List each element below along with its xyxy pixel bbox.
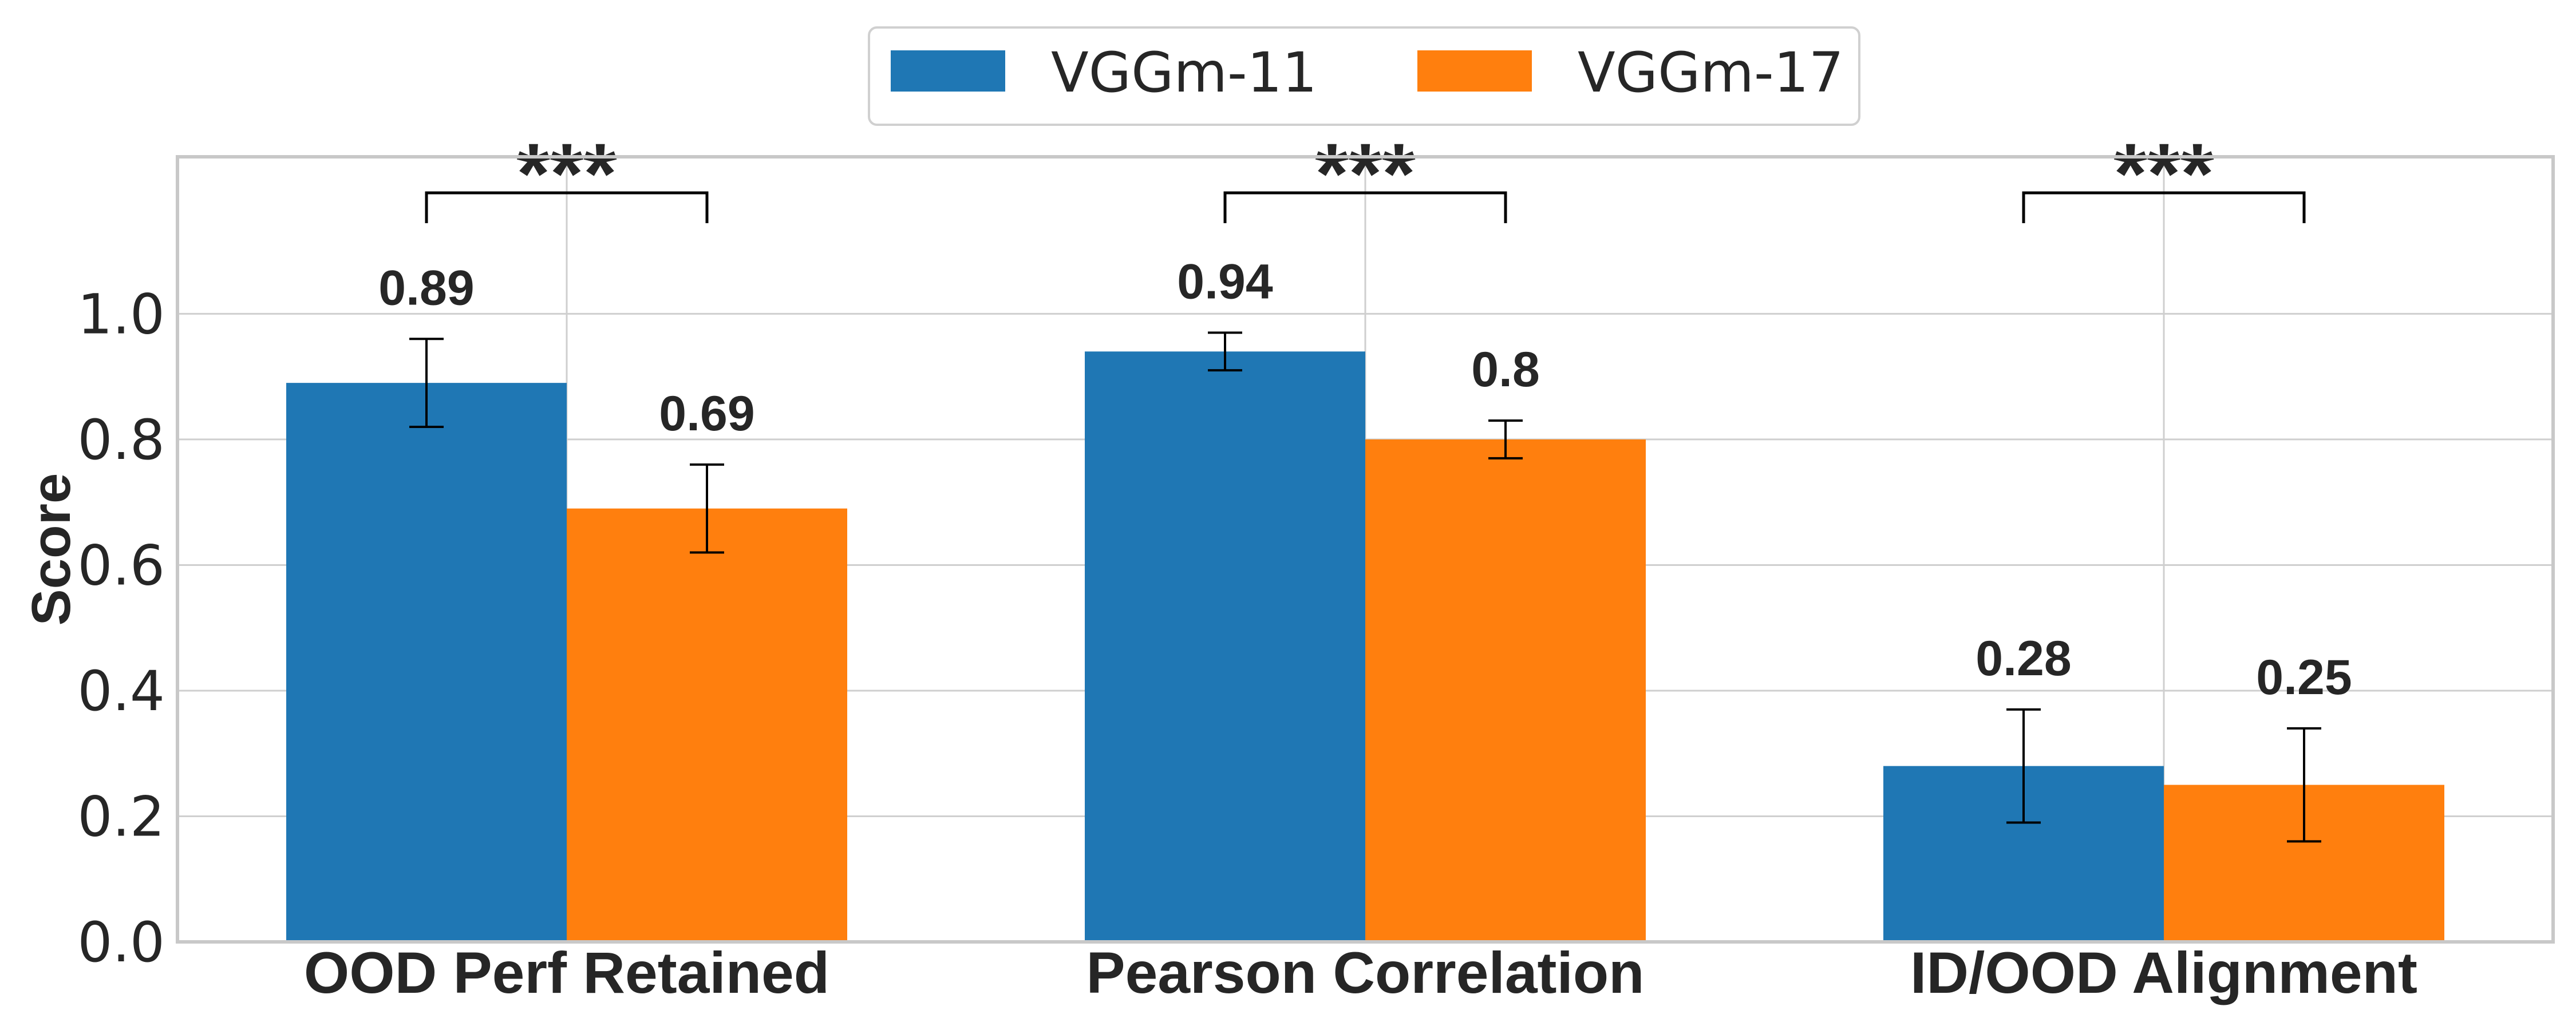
value-label: 0.69: [659, 386, 754, 441]
error-bar: [1488, 419, 1523, 459]
error-bars: [409, 331, 2321, 843]
bar-vggm-17: [567, 508, 847, 942]
y-tick-label: 0.6: [77, 533, 165, 597]
x-tick-label: Pearson Correlation: [1086, 940, 1645, 1005]
significance-bracket: [1223, 191, 1507, 223]
significance-bracket: [2022, 191, 2306, 223]
y-tick-label: 1.0: [77, 282, 165, 346]
y-tick-label: 0.0: [77, 910, 165, 974]
error-bar: [2287, 727, 2321, 843]
error-bar: [1208, 331, 1242, 372]
plot-frame: [176, 155, 2555, 944]
legend-swatch-vggm-11: [891, 50, 1005, 92]
bar-vggm-11: [1085, 351, 1365, 942]
x-tick-label: ID/OOD Alignment: [1910, 940, 2417, 1005]
error-bar: [409, 338, 444, 428]
significance-stars: ***: [1315, 125, 1416, 221]
legend-label[interactable]: VGGm-17: [1578, 41, 1844, 105]
significance-markers: *** *** ***: [425, 125, 2306, 223]
legend-swatch-vggm-17: [1417, 50, 1532, 92]
significance-stars: ***: [2113, 125, 2214, 221]
y-tick-label: 0.8: [77, 408, 165, 472]
value-labels: 0.89 0.94 0.28 0.69 0.8 0.25: [378, 254, 2352, 704]
bar-vggm-11: [286, 383, 567, 942]
value-label: 0.25: [2256, 650, 2352, 705]
axes: 0.0 0.2 0.4 0.6 0.8 1.0 OOD Perf Retained Pears…: [21, 282, 2417, 1005]
y-tick-label: 0.4: [77, 659, 165, 723]
bars: [286, 351, 2444, 942]
error-bar: [2006, 708, 2041, 824]
value-label: 0.8: [1471, 342, 1540, 397]
value-label: 0.28: [1976, 631, 2071, 686]
legend[interactable]: VGGm-11 VGGm-17: [868, 26, 1860, 126]
significance-bracket: [425, 191, 709, 223]
legend-label[interactable]: VGGm-11: [1051, 41, 1317, 105]
bar-vggm-17: [1365, 439, 1646, 942]
significance-stars: ***: [516, 125, 617, 221]
y-axis-label: Score: [21, 473, 82, 626]
value-label: 0.89: [378, 260, 474, 315]
x-tick-label: OOD Perf Retained: [304, 940, 829, 1005]
y-tick-label: 0.2: [77, 785, 165, 849]
legend-box: [868, 26, 1860, 126]
value-label: 0.94: [1177, 254, 1273, 309]
error-bar: [690, 463, 724, 554]
